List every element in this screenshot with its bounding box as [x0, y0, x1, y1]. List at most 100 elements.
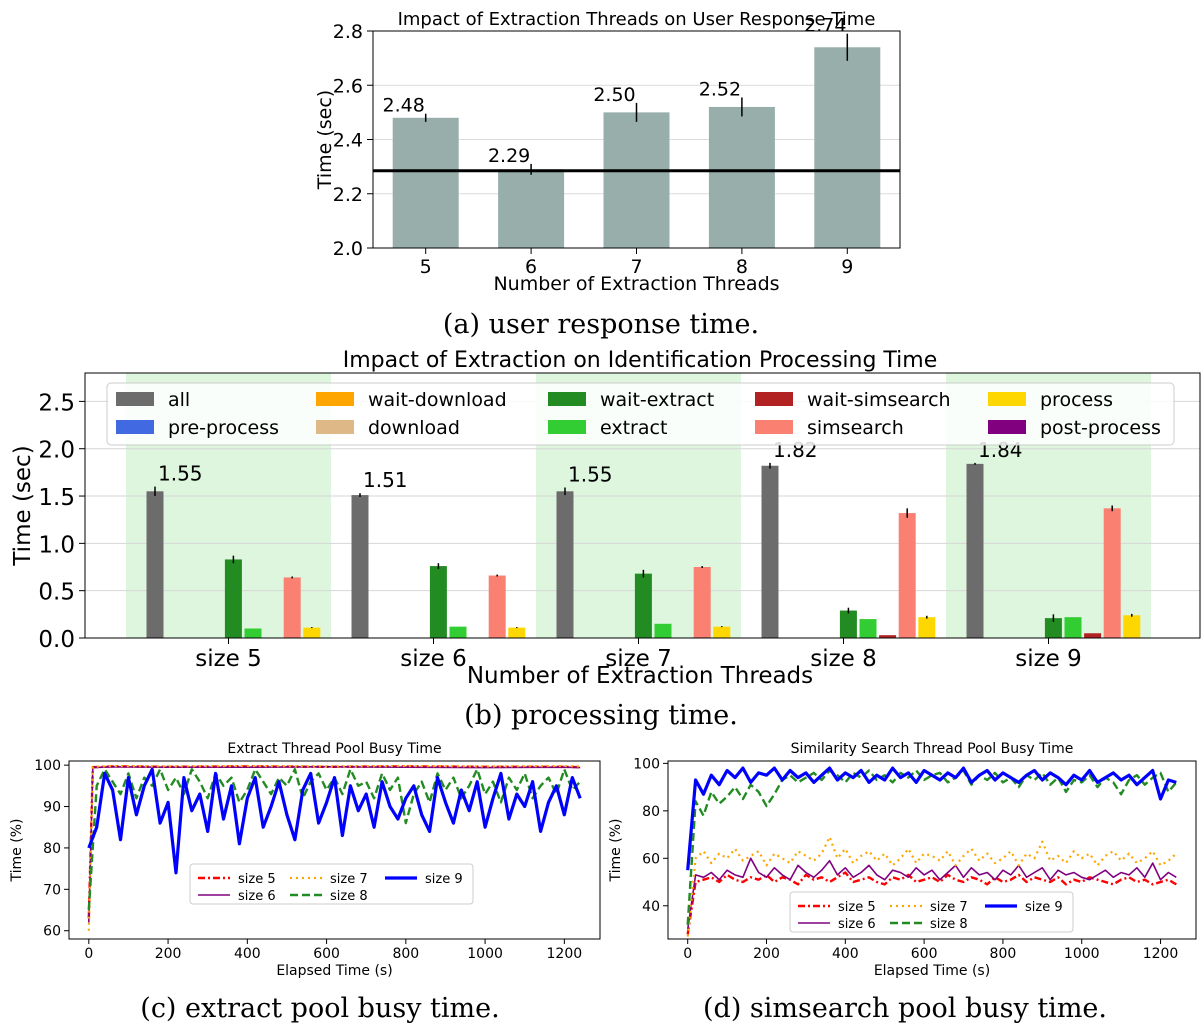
bar-b	[556, 491, 574, 638]
data-label-b: 1.55	[568, 463, 613, 487]
legend-box-b	[106, 382, 1175, 446]
legend-swatch-b	[548, 392, 586, 406]
xtick-label-a: 7	[630, 256, 642, 278]
bar-b	[1044, 618, 1062, 638]
bar-b	[693, 567, 711, 638]
chart-title-b: Impact of Extraction on Identification P…	[343, 348, 938, 373]
xtick-label-d: 400	[832, 946, 859, 962]
ytick-label-a: 2.0	[333, 238, 363, 260]
chart-title-c: Extract Thread Pool Busy Time	[227, 741, 441, 757]
legend-swatch-b	[988, 420, 1026, 434]
xtick-label-b: size 9	[1015, 646, 1082, 672]
bar-b	[634, 573, 652, 638]
data-label-a: 2.29	[488, 145, 530, 167]
bar-b	[761, 465, 779, 638]
legend-swatch-b	[116, 420, 154, 434]
legend-swatch-b	[116, 392, 154, 406]
bar-b	[244, 628, 262, 638]
legend-label-b: extract	[600, 417, 667, 439]
legend-swatch-b	[316, 392, 354, 406]
legend-label-c: size 5	[238, 872, 276, 887]
legend-box-c	[189, 863, 474, 905]
data-label-b: 1.51	[363, 468, 408, 492]
bar-b	[654, 623, 672, 638]
legend-label-c: size 8	[330, 889, 368, 904]
data-label-a: 2.52	[699, 78, 741, 100]
bar-b	[146, 491, 164, 638]
xtick-label-d: 1000	[1064, 946, 1100, 962]
plot-frame-b	[84, 372, 1201, 639]
bar-b	[283, 577, 301, 638]
caption-d: (d) simsearch pool busy time.	[703, 993, 1107, 1024]
ytick-label-c: 70	[43, 882, 61, 898]
bar-b	[918, 617, 936, 638]
ytick-label-b: 2.0	[38, 438, 75, 464]
bar-b	[839, 610, 857, 638]
ytick-label-b: 1.5	[38, 485, 75, 511]
bar-b	[303, 627, 321, 638]
x-axis-label-b: Number of Extraction Threads	[467, 663, 813, 689]
ytick-label-c: 60	[43, 924, 61, 940]
legend-swatch-b	[755, 420, 793, 434]
series-line-d	[686, 871, 1177, 935]
bar-a	[814, 47, 881, 249]
series-line-c	[87, 764, 581, 931]
xtick-label-b: size 5	[195, 646, 262, 672]
y-axis-label-d: Time (%)	[608, 819, 624, 883]
plot-frame-c	[68, 760, 601, 940]
bar-b	[429, 566, 447, 638]
bar-a	[498, 169, 565, 248]
legend-label-b: simsearch	[807, 417, 904, 439]
plot-frame-d	[667, 760, 1197, 940]
xtick-label-c: 0	[84, 946, 93, 962]
data-label-a: 2.50	[593, 84, 635, 106]
series-line-c	[88, 765, 581, 923]
legend-c: size 5 size 6 size 7 size 8 size 9	[189, 863, 474, 905]
ytick-label-d: 100	[633, 756, 660, 772]
legend-label-d: size 6	[838, 917, 876, 932]
xtick-label-b: size 7	[605, 646, 672, 672]
legend-label-c: size 9	[425, 872, 463, 887]
legend-swatch-b	[755, 392, 793, 406]
legend-box-d	[789, 891, 1074, 933]
legend-label-b: process	[1040, 389, 1113, 411]
bar-b	[449, 626, 467, 638]
chart-a: 2.02.22.42.62.82.4852.2962.5072.5282.749…	[314, 9, 901, 295]
xtick-label-a: 5	[420, 256, 432, 278]
bar-b	[1084, 633, 1102, 638]
x-axis-label-d: Elapsed Time (s)	[874, 963, 990, 979]
ytick-label-c: 80	[43, 841, 61, 857]
ytick-label-b: 1.0	[38, 532, 75, 558]
legend-swatch-b	[316, 420, 354, 434]
ytick-label-a: 2.4	[333, 130, 363, 152]
xtick-label-a: 9	[841, 256, 853, 278]
bar-b	[966, 463, 984, 638]
legend-swatch-b	[988, 392, 1026, 406]
legend-label-d: size 5	[838, 900, 876, 915]
legend-label-b: pre-process	[168, 417, 279, 439]
ytick-label-b: 2.5	[38, 390, 75, 416]
ytick-label-b: 0.5	[38, 580, 75, 606]
x-axis-label-c: Elapsed Time (s)	[276, 963, 392, 979]
bar-a	[708, 106, 775, 248]
bar-b	[1103, 508, 1121, 638]
legend-label-c: size 7	[330, 872, 368, 887]
data-label-b: 1.55	[158, 462, 203, 486]
xtick-label-d: 600	[911, 946, 938, 962]
ytick-label-d: 60	[642, 851, 660, 867]
ytick-label-a: 2.2	[333, 184, 363, 206]
xtick-label-c: 200	[155, 946, 182, 962]
legend-label-b: wait-simsearch	[807, 389, 951, 411]
x-axis-label-a: Number of Extraction Threads	[493, 273, 779, 295]
xtick-label-c: 400	[234, 946, 261, 962]
bar-b	[1123, 615, 1141, 638]
xtick-label-a: 8	[736, 256, 748, 278]
xtick-label-a: 6	[525, 256, 537, 278]
xtick-label-d: 0	[683, 946, 692, 962]
ytick-label-a: 2.6	[333, 75, 363, 97]
series-line-d	[686, 835, 1178, 937]
bar-b	[224, 559, 242, 638]
bar-b	[879, 635, 897, 638]
